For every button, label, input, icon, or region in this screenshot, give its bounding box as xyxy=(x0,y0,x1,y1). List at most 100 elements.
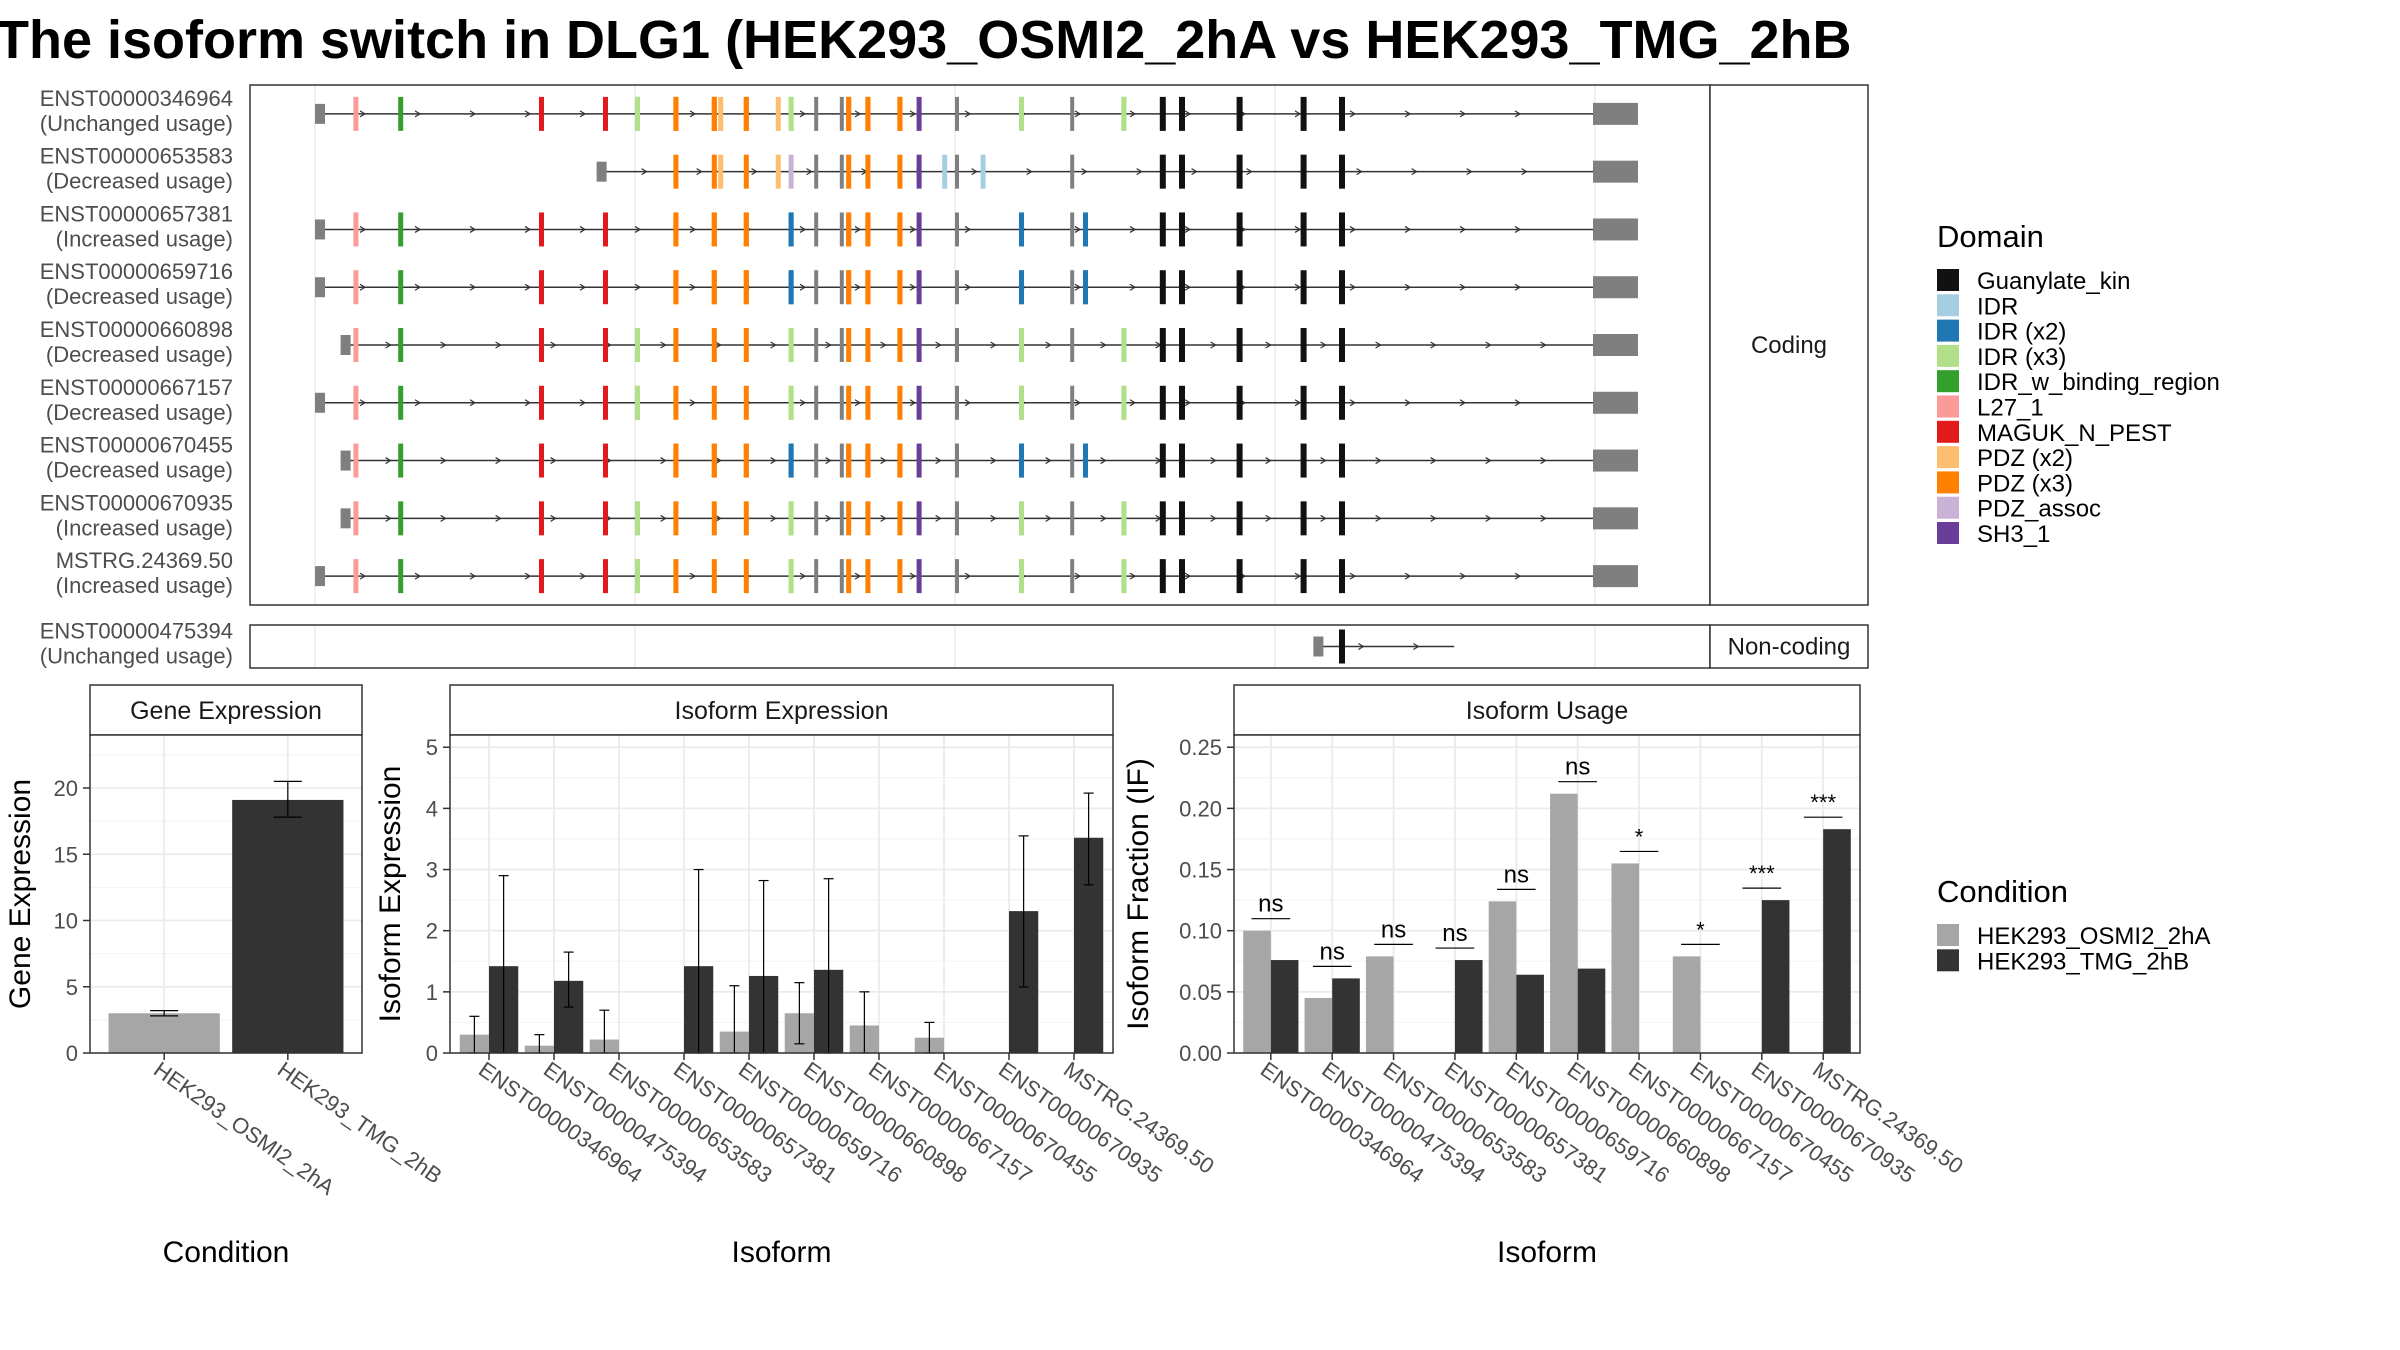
domain-exon xyxy=(1339,501,1345,536)
domain-exon xyxy=(788,96,794,131)
bar xyxy=(232,799,344,1053)
strand-arrow xyxy=(1045,457,1052,465)
domain-exon xyxy=(353,96,359,131)
strand-arrow xyxy=(964,572,972,580)
transcript-row: ENST00000660898(Decreased usage) xyxy=(40,317,1638,367)
exon-grey xyxy=(1070,96,1075,131)
transcript-row: ENST00000670455(Decreased usage) xyxy=(40,433,1638,483)
chart-panel-border xyxy=(89,734,363,1054)
strand-arrow xyxy=(1349,399,1357,407)
facet-strip-label: Non-coding xyxy=(1728,634,1851,661)
strand-arrow xyxy=(854,283,862,291)
legend-key xyxy=(1937,269,1959,291)
strand-arrow xyxy=(469,225,477,233)
strand-arrow xyxy=(909,283,917,291)
legend-key xyxy=(1937,949,1959,972)
y-axis-label: Isoform Fraction (IF) xyxy=(1122,758,1155,1030)
strand-arrow xyxy=(1045,514,1052,522)
domain-exon xyxy=(743,270,749,305)
x-axis-label: Condition xyxy=(163,1236,290,1269)
strand-arrow xyxy=(770,457,777,465)
strand-arrow xyxy=(1411,168,1418,176)
domain-exon xyxy=(1236,154,1243,189)
strand-arrow xyxy=(495,514,502,522)
strand-arrow xyxy=(1358,642,1365,651)
transcript-row: ENST00000667157(Decreased usage) xyxy=(40,375,1638,425)
legend-key xyxy=(1937,370,1959,393)
domain-exon xyxy=(635,385,640,420)
significance-label: ns xyxy=(1504,861,1529,888)
domain-exon xyxy=(865,154,871,189)
legend-key xyxy=(1937,395,1959,418)
transcript-row: ENST00000653583(Decreased usage) xyxy=(40,144,1638,194)
domain-exon xyxy=(846,270,852,305)
strand-arrow xyxy=(1320,457,1327,465)
exon-grey xyxy=(839,559,844,594)
exon-grey xyxy=(814,443,819,478)
strand-arrow xyxy=(825,341,832,349)
strand-arrow xyxy=(854,572,862,580)
strand-arrow xyxy=(1356,168,1363,176)
strand-arrow xyxy=(825,457,832,465)
exon-utr xyxy=(315,219,325,240)
exon-utr xyxy=(1593,507,1638,530)
domain-exon xyxy=(603,385,608,420)
domain-exon xyxy=(1019,443,1024,478)
y-tick-label: 20 xyxy=(54,776,78,801)
significance-label: * xyxy=(1635,824,1644,849)
transcript-id: ENST00000346964 xyxy=(40,86,233,111)
bar xyxy=(1365,956,1394,1053)
domain-exon xyxy=(603,443,608,478)
legend-key xyxy=(1937,319,1959,342)
strand-arrow xyxy=(385,457,392,465)
significance-label: *** xyxy=(1810,790,1836,815)
strand-arrow xyxy=(1375,457,1382,465)
domain-exon xyxy=(1159,328,1166,362)
domain-exon xyxy=(1300,501,1307,536)
strand-arrow xyxy=(880,457,887,465)
bar xyxy=(1611,863,1640,1053)
strand-arrow xyxy=(1485,341,1492,349)
domain-exon xyxy=(1300,96,1307,131)
domain-exon xyxy=(398,501,404,536)
strand-arrow xyxy=(1184,283,1192,291)
exon-utr xyxy=(1593,102,1638,125)
domain-exon xyxy=(1236,96,1243,131)
domain-exon xyxy=(1159,154,1166,189)
strand-arrow xyxy=(770,514,777,522)
strand-arrow xyxy=(660,341,667,349)
domain-exon xyxy=(897,501,903,536)
legend-key xyxy=(1937,446,1959,469)
domain-exon xyxy=(353,501,359,536)
domain-exon xyxy=(673,154,679,189)
exon-grey xyxy=(1070,559,1075,594)
domain-exon xyxy=(846,96,852,131)
domain-exon xyxy=(865,212,871,247)
strand-arrow xyxy=(964,399,972,407)
domain-exon xyxy=(865,501,871,536)
domain-exon xyxy=(846,212,852,247)
strand-arrow xyxy=(1100,514,1107,522)
significance-label: * xyxy=(1696,917,1705,942)
strand-arrow xyxy=(799,283,807,291)
transcript-usage-label: (Decreased usage) xyxy=(46,342,233,367)
bar xyxy=(1823,829,1851,1053)
transcript-id: ENST00000653583 xyxy=(40,144,233,169)
domain-exon xyxy=(398,212,404,247)
exon-grey xyxy=(839,270,844,305)
strand-arrow xyxy=(854,225,862,233)
domain-exon xyxy=(1179,443,1185,478)
domain-exon xyxy=(635,96,640,131)
y-tick-label: 2 xyxy=(426,919,438,944)
strand-arrow xyxy=(1413,642,1420,651)
exon-grey xyxy=(814,154,819,189)
domain-exon xyxy=(1019,270,1024,305)
domain-exon xyxy=(1300,270,1307,305)
domain-exon xyxy=(353,270,359,305)
chart-strip xyxy=(1233,684,1861,736)
domain-exon xyxy=(539,443,544,478)
bar xyxy=(1488,901,1517,1053)
strand-arrow xyxy=(1129,399,1137,407)
domain-exon xyxy=(1300,328,1307,362)
domain-exon xyxy=(1159,385,1166,420)
